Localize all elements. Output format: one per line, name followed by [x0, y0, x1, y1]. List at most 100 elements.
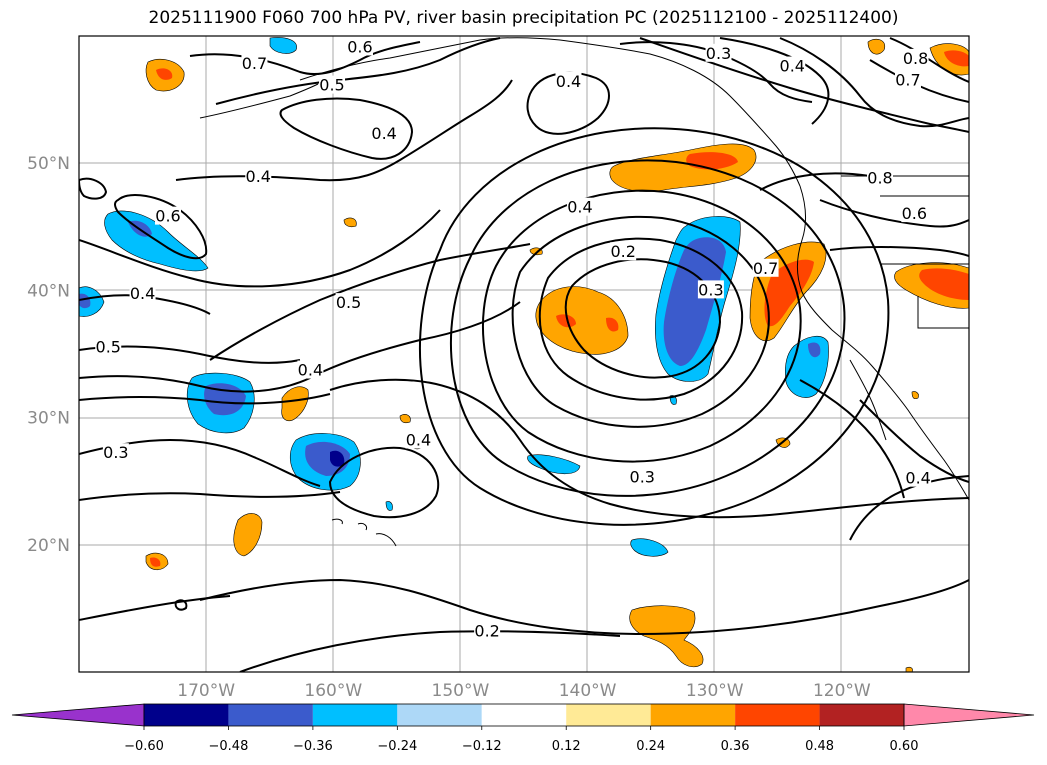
contour-label: 0.7	[242, 54, 267, 73]
precip-negative-region	[305, 441, 350, 476]
precip-positive-region	[399, 414, 411, 424]
state-borders	[841, 175, 969, 329]
pv-contour	[639, 37, 969, 133]
lat-label: 30°N	[27, 409, 70, 429]
pv-contour	[279, 97, 414, 160]
colorbar-segment	[735, 704, 820, 726]
contour-label-background	[867, 168, 893, 187]
lon-label: 130°W	[686, 681, 744, 701]
pv-contour	[511, 215, 770, 428]
precip-positive-region	[629, 605, 704, 668]
contour-label: 0.4	[905, 469, 930, 488]
page-title: 2025111900 F060 700 hPa PV, river basin …	[148, 8, 899, 28]
coastline-north-america	[797, 185, 969, 501]
contour-label: 0.8	[903, 49, 928, 68]
pv-contour	[79, 595, 231, 621]
contour-label: 0.4	[406, 430, 431, 449]
precip-positive-region	[556, 314, 576, 328]
pv-contour	[328, 446, 440, 519]
pv-contour	[849, 475, 969, 541]
precip-negative-region	[527, 454, 581, 475]
pv-contour	[239, 630, 621, 672]
precip-positive-region	[944, 50, 969, 67]
lon-label: 170°W	[177, 681, 235, 701]
graticule	[79, 36, 969, 672]
contour-label: 0.5	[319, 76, 344, 95]
contour-label: 0.4	[371, 124, 396, 143]
contour-label: 0.4	[780, 57, 805, 76]
pv-contour	[209, 243, 531, 361]
contour-label-background	[610, 242, 637, 261]
coastline-alaska	[299, 37, 801, 187]
pv-contour	[79, 177, 108, 200]
precip-positive-region	[343, 217, 357, 228]
contour-label-background	[335, 293, 362, 312]
colorbar-segment	[144, 704, 229, 726]
precip-positive-region	[156, 68, 173, 80]
colorbar-tick-label: −0.24	[377, 739, 417, 754]
pv-contour	[79, 491, 341, 501]
contour-label-background	[779, 56, 806, 75]
lat-label: 20°N	[27, 536, 70, 556]
contour-label-background	[905, 468, 932, 487]
contour-label-background	[297, 360, 324, 379]
precip-negative-region	[269, 37, 297, 54]
pv-contour	[619, 41, 813, 103]
contour-label-background	[95, 337, 122, 356]
colorbar-segment	[566, 704, 651, 726]
pv-contour	[189, 41, 421, 76]
contour-label: 0.2	[474, 621, 499, 640]
colorbar-tick-label: −0.48	[209, 739, 249, 754]
contour-label: 0.8	[867, 168, 892, 187]
longitude-labels: 170°W 160°W 150°W 140°W 130°W 120°W	[177, 681, 871, 701]
contour-label-background	[371, 123, 398, 142]
colorbar-segment	[397, 704, 482, 726]
precip-negative-region	[663, 237, 726, 366]
pv-contour	[779, 37, 969, 128]
colorbar-segment	[819, 704, 904, 726]
pv-contour	[829, 246, 969, 257]
colorbar-extend-low	[11, 703, 145, 727]
contour-label-background	[902, 48, 929, 67]
contour-label: 0.2	[610, 242, 635, 261]
pv-contour	[564, 258, 722, 379]
contour-label-background	[245, 167, 272, 186]
contour-labels: 0.7 0.6 0.5 0.4 0.4 0.3 0.4 0.8 0.7 0.8 0.6 0.4 0.6 0…	[95, 37, 932, 640]
colorbar-tick-label: 0.24	[636, 739, 665, 754]
contour-label-background	[705, 43, 732, 62]
lon-label: 160°W	[304, 681, 362, 701]
pv-contour	[199, 578, 969, 636]
contour-label-background	[102, 443, 129, 462]
contour-label: 0.4	[246, 167, 271, 186]
pv-contour	[538, 237, 744, 401]
precip-positive-region	[233, 513, 263, 557]
precip-positive-region	[867, 38, 886, 55]
coastlines	[199, 37, 969, 547]
contour-label: 0.3	[630, 467, 655, 486]
coastline-hawaii	[331, 518, 397, 547]
pv-contour	[449, 159, 846, 497]
precip-negative-region	[330, 450, 345, 467]
colorbar-tick-label: 0.36	[721, 739, 750, 754]
contour-label-background	[405, 430, 432, 449]
contour-label-background	[319, 75, 346, 94]
colorbar-tick-label: −0.60	[124, 739, 164, 754]
pv-contour	[79, 209, 441, 288]
contour-label-background	[241, 53, 268, 72]
colorbar-tick-label: −0.12	[462, 739, 502, 754]
contour-label: 0.4	[567, 198, 592, 217]
coastline-aleutians	[199, 83, 319, 119]
contour-label: 0.6	[902, 204, 927, 223]
contour-label-background	[555, 71, 582, 90]
lat-label: 50°N	[27, 154, 70, 174]
colorbar-frame	[143, 703, 905, 727]
pv-contours	[79, 37, 969, 672]
pv-contour	[329, 378, 969, 519]
contour-label: 0.4	[556, 72, 581, 91]
precip-positive-region	[919, 268, 969, 300]
precip-negative-region	[385, 501, 393, 511]
precip-positive-region	[535, 286, 629, 355]
contour-label-background	[566, 197, 593, 216]
lon-label: 140°W	[559, 681, 617, 701]
